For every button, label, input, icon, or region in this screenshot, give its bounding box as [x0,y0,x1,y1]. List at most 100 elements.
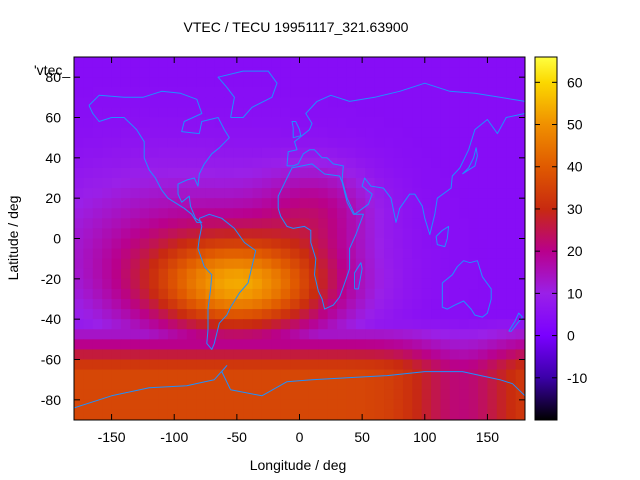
heatmap-cell [280,178,291,189]
heatmap-cell [177,208,188,219]
heatmap-cell [355,87,366,98]
heatmap-cell [374,228,385,240]
heatmap-cell [374,319,385,330]
heatmap-cell [177,369,188,381]
heatmap-cell [167,188,178,199]
heatmap-cell [92,97,103,109]
heatmap-cell [252,248,263,260]
heatmap-cell [327,127,338,139]
heatmap-cell [468,319,479,330]
heatmap-cell [243,319,254,330]
heatmap-cell [158,399,169,411]
heatmap-cell [149,218,160,230]
heatmap-cell [506,409,517,420]
heatmap-cell [468,228,479,240]
heatmap-cell [365,57,376,68]
heatmap-cell [355,228,366,240]
heatmap-cell [346,97,357,109]
heatmap-cell [158,409,169,420]
heatmap-cell [327,87,338,98]
heatmap-cell [449,299,460,310]
heatmap-cell [412,137,423,149]
heatmap-cell [186,278,197,290]
heatmap-cell [271,309,282,320]
heatmap-cell [290,238,301,250]
heatmap-cell [102,238,113,250]
heatmap-cell [412,409,423,420]
heatmap-cell [74,299,84,310]
heatmap-cell [130,238,141,250]
heatmap-cell [355,77,366,88]
heatmap-cell [431,258,442,270]
heatmap-cell [280,288,291,300]
heatmap-cell [459,198,470,209]
heatmap-cell [402,389,413,401]
heatmap-cell [440,208,451,219]
heatmap-cell [412,117,423,129]
heatmap-cell [402,349,413,361]
heatmap-cell [496,188,507,199]
heatmap-cell [186,288,197,300]
heatmap-cell [167,409,178,420]
heatmap-cell [290,278,301,290]
heatmap-cell [92,57,103,68]
heatmap-cell [299,299,310,310]
heatmap-cell [214,127,225,139]
heatmap-cell [214,107,225,119]
heatmap-cell [365,127,376,139]
heatmap-cell [374,97,385,109]
heatmap-cell [167,107,178,119]
heatmap-cell [487,369,498,381]
heatmap-cell [252,137,263,149]
heatmap-cell [186,117,197,129]
heatmap-cell [327,299,338,310]
heatmap-cell [365,157,376,169]
heatmap-cell [158,147,169,159]
heatmap-cell [92,67,103,78]
heatmap-cell [421,359,432,371]
heatmap-cell [468,399,479,411]
heatmap-cell [365,107,376,119]
heatmap-cell [224,127,235,139]
heatmap-cell [74,87,84,98]
heatmap-cell [449,198,460,209]
heatmap-cell [177,167,188,179]
heatmap-cell [83,349,94,361]
heatmap-cell [111,67,122,78]
heatmap-cell [318,309,329,320]
heatmap-cell [290,218,301,230]
coastline-antarctica [74,365,525,409]
heatmap-cell [111,359,122,371]
heatmap-cell [308,309,319,320]
coastline-south-america [197,213,257,350]
heatmap-cell [355,409,366,420]
heatmap-cell [92,147,103,159]
heatmap-cell [308,389,319,401]
heatmap-cell [120,67,131,78]
heatmap-cell [337,319,348,330]
heatmap-cell [177,188,188,199]
heatmap-cell [233,107,244,119]
heatmap-cell [196,309,207,320]
heatmap-cell [139,117,150,129]
heatmap-cell [515,97,525,109]
heatmap-cell [102,157,113,169]
heatmap-cell [167,208,178,219]
heatmap-cell [290,208,301,219]
heatmap-cell [83,369,94,381]
heatmap-cell [346,369,357,381]
heatmap-cell [290,97,301,109]
heatmap-cell [355,248,366,260]
heatmap-cell [449,178,460,189]
heatmap-cell [224,309,235,320]
heatmap-cell [487,157,498,169]
heatmap-cell [83,228,94,240]
heatmap-cell [478,389,489,401]
heatmap-cell [120,117,131,129]
heatmap-cell [92,107,103,119]
heatmap-cell [167,238,178,250]
heatmap-cell [139,238,150,250]
heatmap-cell [149,117,160,129]
heatmap-cell [327,389,338,401]
heatmap-cell [327,268,338,280]
